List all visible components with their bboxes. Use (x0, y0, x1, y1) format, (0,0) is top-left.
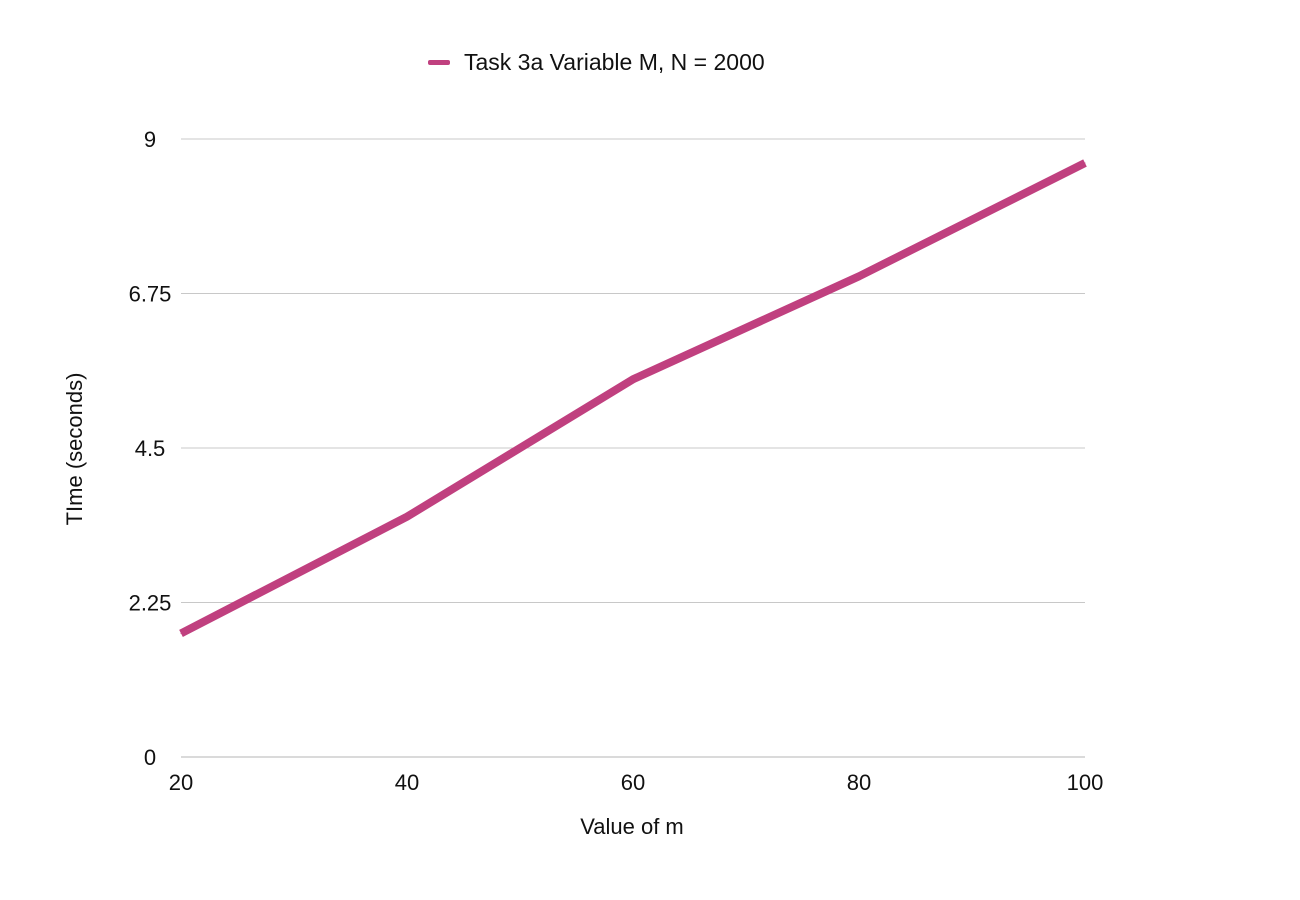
y-tick-label: 2.25 (129, 591, 172, 616)
y-tick-label: 6.75 (129, 282, 172, 307)
x-axis-title: Value of m (580, 814, 684, 839)
y-tick-label: 4.5 (135, 436, 166, 461)
data-point (406, 516, 408, 518)
data-point (1084, 162, 1086, 164)
y-tick-label: 9 (144, 127, 156, 152)
legend: Task 3a Variable M, N = 2000 (428, 48, 765, 76)
y-axis-ticks: 0 2.25 4.5 6.75 9 (129, 127, 172, 770)
legend-label: Task 3a Variable M, N = 2000 (464, 48, 765, 75)
data-point (858, 275, 860, 277)
y-tick-label: 0 (144, 745, 156, 770)
x-tick-label: 20 (169, 770, 193, 795)
data-point (180, 632, 182, 634)
series-line (179, 159, 1087, 637)
x-tick-label: 100 (1067, 770, 1104, 795)
x-tick-label: 60 (621, 770, 645, 795)
data-point (632, 378, 634, 380)
legend-swatch (428, 59, 450, 65)
x-tick-label: 80 (847, 770, 871, 795)
x-axis-ticks: 20 40 60 80 100 (169, 770, 1104, 795)
x-tick-label: 40 (395, 770, 419, 795)
gridlines (181, 138, 1085, 758)
series-layer (179, 159, 1087, 637)
y-axis-title: TIme (seconds) (62, 373, 87, 526)
